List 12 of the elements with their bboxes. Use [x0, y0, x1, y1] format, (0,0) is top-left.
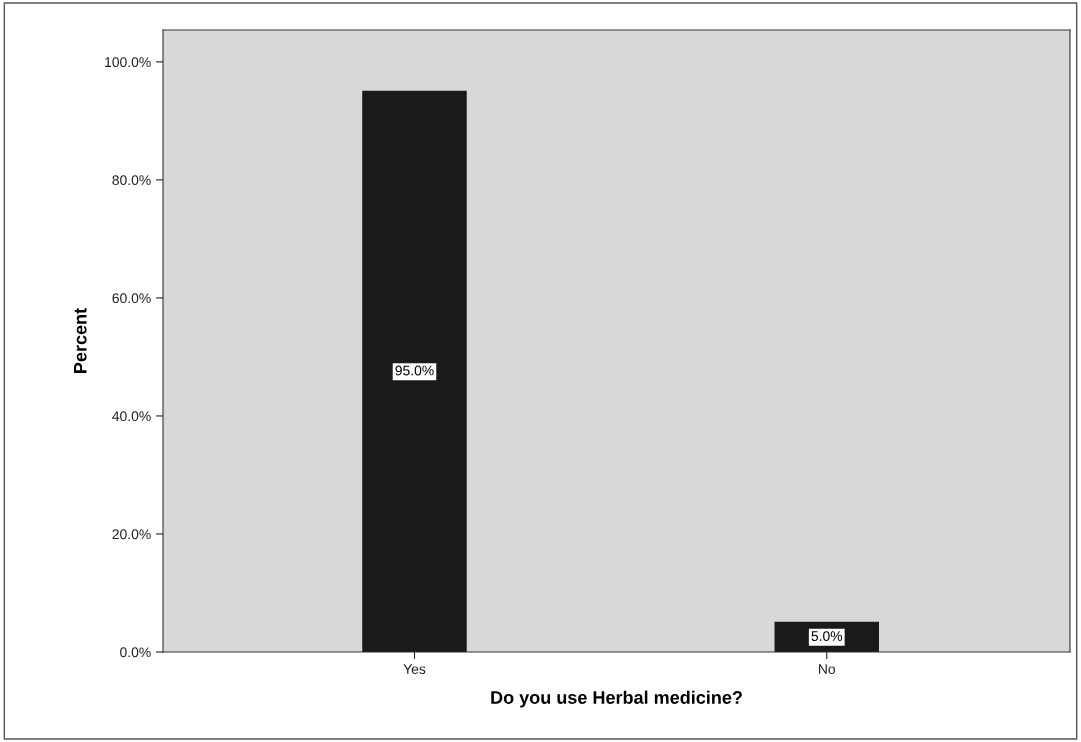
- y-axis-title: Percent: [74, 308, 87, 373]
- data-label: 95.0%: [395, 365, 434, 376]
- y-tick-label: 20.0%: [112, 529, 151, 540]
- y-tick-label: 100.0%: [105, 57, 151, 68]
- y-tick-label: 60.0%: [112, 293, 151, 304]
- y-tick-label: 40.0%: [112, 411, 151, 422]
- x-tick-label: Yes: [403, 664, 426, 675]
- y-tick-label: 80.0%: [112, 175, 151, 186]
- x-axis-title: Do you use Herbal medicine?: [491, 690, 742, 708]
- y-tick-label: 0.0%: [120, 647, 151, 658]
- x-tick-label: No: [819, 664, 836, 675]
- data-label: 5.0%: [811, 631, 843, 641]
